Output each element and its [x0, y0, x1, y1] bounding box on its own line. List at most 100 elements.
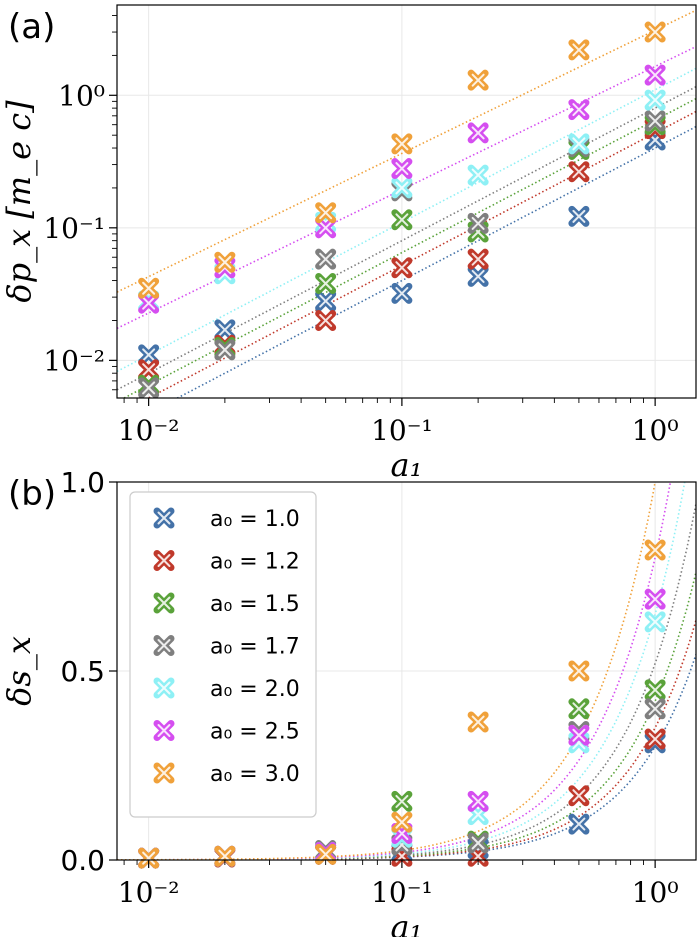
x-tick-label: 10⁰: [632, 876, 679, 909]
data-point-a0-2.5: [391, 158, 413, 180]
data-point-a0-1.7: [467, 832, 489, 854]
legend-marker-a0-1.2: [153, 550, 175, 571]
data-point-a0-3.0: [568, 39, 590, 61]
data-point-a0-3.0: [214, 251, 236, 273]
panel-a: (a) 10⁻² 10⁻¹ 10⁰ 10⁻² 10⁻¹ 10⁰ a₁ δp_x [m_e …: [0, 4, 697, 484]
data-point-a0-1.2: [315, 309, 337, 331]
data-point-a0-3.0: [391, 133, 413, 155]
fit-line-a0-1.2: [146, 110, 696, 398]
data-point-a0-2.0: [644, 89, 666, 111]
fit-line-a0-1.0: [175, 125, 696, 398]
data-point-a0-1.0: [391, 282, 413, 304]
panel-a-grid: [117, 5, 696, 398]
panel-b-frame: [116, 481, 697, 861]
legend-label: a₀ = 3.0: [210, 762, 300, 787]
data-point-a0-3.0: [644, 539, 666, 561]
data-point-a0-2.0: [467, 164, 489, 186]
x-tick-label: 10⁻²: [118, 876, 180, 909]
data-point-a0-1.7: [214, 339, 236, 361]
data-point-a0-1.5: [391, 790, 413, 812]
y-tick-label: 10⁻²: [43, 344, 105, 377]
panel-b-label: (b): [8, 474, 56, 514]
data-point-a0-3.0: [644, 21, 666, 43]
data-point-a0-1.7: [467, 212, 489, 234]
fit-line-a0-3.0: [117, 9, 696, 293]
legend-label: a₀ = 1.5: [210, 592, 300, 617]
panel-b-points: [138, 539, 666, 869]
data-point-a0-1.5: [391, 209, 413, 231]
data-point-a0-1.0: [138, 344, 160, 366]
data-point-a0-3.0: [568, 660, 590, 682]
data-point-a0-1.5: [644, 679, 666, 701]
data-point-a0-2.5: [568, 99, 590, 121]
panel-b-ylabel: δs_x: [0, 636, 38, 706]
y-tick-label: 0.5: [60, 655, 105, 688]
panel-a-fit-lines: [117, 9, 696, 398]
panel-b: (b) 10⁻² 10⁻¹ 10⁰ 0.0 0.5 1.0 a₁ δs_x a₀ = 1.…: [0, 466, 697, 937]
panel-b-xlabel: a₁: [391, 908, 423, 937]
data-point-a0-2.5: [315, 217, 337, 239]
panel-a-xlabel: a₁: [391, 446, 423, 484]
data-point-a0-2.5: [644, 588, 666, 610]
data-point-a0-3.0: [391, 811, 413, 833]
legend-box: [129, 491, 317, 818]
data-point-a0-2.0: [568, 133, 590, 155]
legend-marker-a0-2.0: [153, 677, 175, 699]
data-point-a0-1.0: [568, 205, 590, 227]
data-point-a0-3.0: [315, 202, 337, 224]
data-point-a0-1.7: [644, 698, 666, 720]
legend-marker-a0-1.0: [153, 507, 175, 529]
panel-a-ylabel: δp_x [m_e c]: [0, 100, 38, 303]
panel-a-ticks: 10⁻² 10⁻¹ 10⁰ 10⁻² 10⁻¹ 10⁰: [43, 15, 679, 447]
legend-label: a₀ = 2.0: [210, 677, 300, 702]
data-point-a0-1.0: [568, 813, 590, 835]
data-point-a0-1.7: [138, 377, 160, 399]
data-point-a0-1.2: [644, 728, 666, 750]
data-point-a0-1.5: [315, 273, 337, 295]
data-point-a0-2.0: [391, 177, 413, 199]
x-tick-label: 10⁰: [632, 414, 679, 447]
data-point-a0-1.0: [467, 265, 489, 287]
fit-line-a0-1.5: [122, 97, 696, 398]
fit-line-a0-1.7: [117, 85, 696, 391]
data-point-a0-3.0: [467, 711, 489, 733]
panel-b-ticks: 10⁻² 10⁻¹ 10⁰ 0.0 0.5 1.0: [60, 466, 678, 909]
data-point-a0-2.5: [644, 64, 666, 86]
data-point-a0-1.0: [214, 319, 236, 341]
y-tick-label: 10⁰: [58, 79, 105, 112]
data-point-a0-2.5: [138, 292, 160, 314]
data-point-a0-2.5: [467, 790, 489, 812]
y-tick-label: 1.0: [60, 466, 105, 499]
data-point-a0-2.5: [467, 122, 489, 144]
x-tick-label: 10⁻¹: [371, 414, 433, 447]
data-point-a0-3.0: [138, 847, 160, 869]
data-point-a0-1.7: [315, 248, 337, 270]
fit-line-a0-2.0: [117, 67, 696, 373]
legend-label: a₀ = 1.7: [210, 635, 300, 660]
y-tick-label: 0.0: [60, 844, 105, 877]
x-tick-label: 10⁻¹: [371, 876, 433, 909]
data-point-a0-1.5: [568, 698, 590, 720]
data-point-a0-2.5: [568, 724, 590, 746]
x-tick-label: 10⁻²: [118, 414, 180, 447]
legend-marker-a0-1.5: [153, 592, 175, 614]
data-point-a0-1.2: [568, 785, 590, 807]
y-tick-label: 10⁻¹: [43, 212, 105, 245]
data-point-a0-3.0: [315, 843, 337, 865]
legend-marker-a0-2.5: [153, 720, 175, 741]
panel-a-frame: [116, 4, 697, 399]
panel-a-points: [138, 21, 666, 399]
data-point-a0-2.0: [644, 611, 666, 633]
data-point-a0-3.0: [138, 277, 160, 299]
data-point-a0-3.0: [467, 69, 489, 91]
fit-line-a0-2.5: [117, 45, 696, 330]
panel-a-label: (a): [8, 7, 55, 47]
data-point-a0-1.2: [568, 161, 590, 183]
legend-label: a₀ = 1.0: [210, 507, 300, 532]
legend: a₀ = 1.0 a₀ = 1.2 a₀ = 1.5 a₀ = 1.7 a₀ = 2.0…: [129, 491, 317, 818]
legend-label: a₀ = 2.5: [210, 720, 300, 745]
data-point-a0-1.0: [315, 290, 337, 312]
data-point-a0-1.7: [644, 110, 666, 132]
data-point-a0-1.2: [138, 359, 160, 381]
